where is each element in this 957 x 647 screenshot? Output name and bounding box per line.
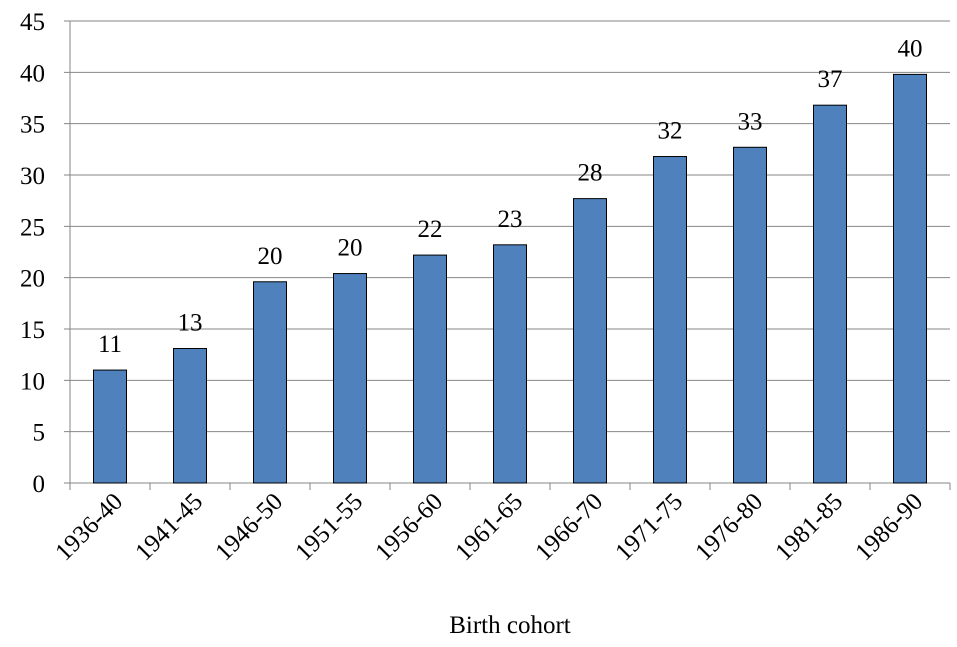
y-tick-label: 20 bbox=[20, 266, 45, 293]
y-tick-label: 25 bbox=[20, 214, 45, 241]
x-tick-label: 1941-45 bbox=[130, 488, 208, 566]
x-tick-label: 1951-55 bbox=[290, 488, 368, 566]
x-tick-label: 1961-65 bbox=[450, 488, 528, 566]
x-tick-label: 1936-40 bbox=[50, 488, 128, 566]
y-tick-label: 45 bbox=[20, 9, 45, 36]
x-tick-label: 1946-50 bbox=[210, 488, 288, 566]
bar bbox=[333, 273, 367, 484]
data-label: 20 bbox=[258, 243, 283, 270]
bar bbox=[813, 104, 847, 484]
bar bbox=[573, 198, 607, 484]
bar bbox=[893, 73, 927, 484]
bar bbox=[93, 369, 127, 484]
data-label: 37 bbox=[818, 66, 843, 93]
x-tick-label: 1966-70 bbox=[530, 488, 608, 566]
data-label: 28 bbox=[578, 160, 603, 187]
bar bbox=[413, 254, 447, 484]
x-tick-label: 1976-80 bbox=[690, 488, 768, 566]
x-tick-label: 1956-60 bbox=[370, 488, 448, 566]
y-tick-label: 0 bbox=[33, 471, 46, 498]
data-label: 40 bbox=[898, 35, 923, 62]
y-tick-label: 5 bbox=[33, 420, 46, 447]
data-label: 33 bbox=[738, 108, 763, 135]
bar bbox=[493, 244, 527, 484]
data-label: 11 bbox=[98, 331, 122, 358]
data-label: 23 bbox=[498, 206, 523, 233]
x-tick-label: 1971-75 bbox=[610, 488, 688, 566]
data-label: 13 bbox=[178, 310, 203, 337]
x-axis-title: Birth cohort bbox=[449, 612, 571, 639]
y-tick-label: 15 bbox=[20, 317, 45, 344]
data-label: 22 bbox=[418, 216, 443, 243]
data-label: 32 bbox=[658, 118, 683, 145]
x-tick-label: 1986-90 bbox=[850, 488, 928, 566]
bar bbox=[733, 146, 767, 484]
y-tick-label: 40 bbox=[20, 60, 45, 87]
y-tick-label: 10 bbox=[20, 368, 45, 395]
bar bbox=[173, 348, 207, 484]
y-tick-label: 30 bbox=[20, 163, 45, 190]
bar bbox=[653, 156, 687, 484]
data-label: 20 bbox=[338, 235, 363, 262]
bar bbox=[253, 281, 287, 484]
y-tick-label: 35 bbox=[20, 112, 45, 139]
x-tick-label: 1981-85 bbox=[770, 488, 848, 566]
